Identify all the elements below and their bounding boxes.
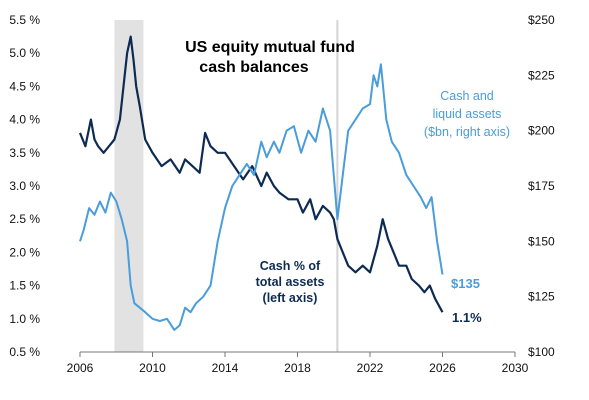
labels-layer: Cash and liquid assets ($bn, right axis) Ca… — [256, 89, 510, 325]
x-tick-label: 2030 — [502, 361, 529, 375]
cash-pct-end-label: 1.1% — [452, 310, 482, 325]
y-left-tick-label: 4.0 % — [9, 113, 40, 127]
y-left-tick-label: 1.5 % — [9, 279, 40, 293]
y-right-tick-label: $100 — [528, 345, 555, 359]
y-left-tick-label: 5.5 % — [9, 13, 40, 27]
cash-assets-annotation-line: ($bn, right axis) — [424, 125, 510, 139]
y-left-tick-label: 5.0 % — [9, 46, 40, 60]
y-right-tick-label: $250 — [528, 13, 555, 27]
y-left-tick-label: 3.5 % — [9, 146, 40, 160]
chart-title-line-1: US equity mutual fund — [185, 39, 355, 56]
cash-pct-annotation-line: total assets — [256, 275, 325, 289]
axes-layer: 2006 2010 2014 2018 2022 2026 2030 0.5 % 1.0 % 1.… — [9, 13, 555, 375]
x-tick-label: 2022 — [357, 361, 384, 375]
recession-shade-band — [114, 20, 144, 352]
chart-title-line-2: cash balances — [199, 59, 309, 76]
x-tick-label: 2010 — [139, 361, 166, 375]
y-left-tick-label: 1.0 % — [9, 312, 40, 326]
y-right-tick-label: $125 — [528, 290, 555, 304]
y-left-tick-label: 2.0 % — [9, 245, 40, 259]
y-right-tick-label: $225 — [528, 68, 555, 82]
x-tick-label: 2014 — [212, 361, 239, 375]
cash-pct-annotation-line: (left axis) — [263, 291, 318, 305]
cash-assets-end-label: $135 — [451, 276, 480, 291]
y-right-tick-label: $175 — [528, 179, 555, 193]
y-right-tick-label: $200 — [528, 124, 555, 138]
cash-assets-annotation-line: Cash and — [440, 89, 494, 103]
y-left-tick-label: 4.5 % — [9, 79, 40, 93]
lines-layer — [78, 35, 444, 331]
y-left-tick-label: 2.5 % — [9, 212, 40, 226]
y-left-tick-label: 0.5 % — [9, 345, 40, 359]
y-right-tick-label: $150 — [528, 234, 555, 248]
recession-shading-layer — [114, 20, 339, 352]
x-tick-label: 2026 — [429, 361, 456, 375]
cash-assets-annotation-line: liquid assets — [433, 107, 502, 121]
cash-pct-annotation-line: Cash % of — [260, 259, 321, 273]
y-left-tick-label: 3.0 % — [9, 179, 40, 193]
x-tick-label: 2018 — [284, 361, 311, 375]
cash-assets-line — [79, 63, 444, 331]
x-tick-label: 2006 — [67, 361, 94, 375]
cash-pct-line — [78, 35, 444, 313]
